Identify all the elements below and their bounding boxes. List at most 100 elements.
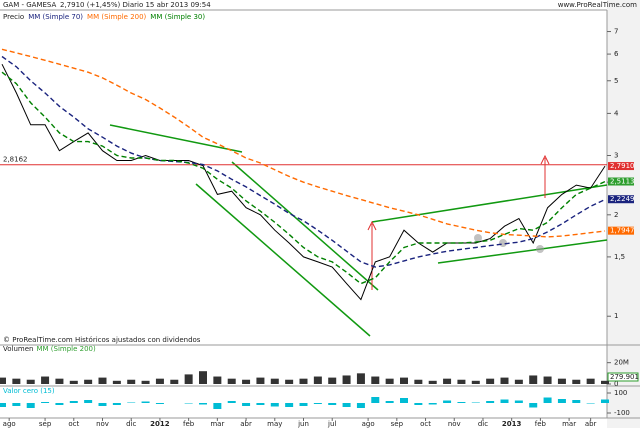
x-tick-label: feb xyxy=(535,420,547,428)
hline-label: 2,8162 xyxy=(3,156,28,164)
price-label: 2,2249 xyxy=(610,195,635,203)
volume-bar xyxy=(529,375,538,384)
volume-bar xyxy=(443,378,452,384)
oscillator-bar xyxy=(313,403,322,404)
y-tick-label: 100 xyxy=(614,389,627,397)
oscillator-bar xyxy=(356,403,365,408)
y-tick-label: 4 xyxy=(614,109,619,117)
legend-entry: MM (Simple 30) xyxy=(150,13,205,21)
panel-subtitle: MM (Simple 200) xyxy=(36,345,96,353)
y-tick-label: 0 xyxy=(614,380,618,388)
oscillator-bar xyxy=(385,401,394,403)
volume-bar xyxy=(514,379,523,384)
oscillator-bar xyxy=(84,400,93,403)
ma-label: 279.901 xyxy=(610,373,639,381)
legend-entry: MM (Simple 70) xyxy=(28,13,83,21)
x-tick-label: dic xyxy=(126,420,136,428)
oscillator-bar xyxy=(213,403,222,409)
volume-bar xyxy=(84,379,93,384)
volume-bar xyxy=(184,374,193,384)
oscillator-bar xyxy=(572,400,581,403)
x-tick-label: jun xyxy=(297,420,309,428)
oscillator-bar xyxy=(155,403,164,404)
panel-title: Volumen xyxy=(3,345,33,353)
volume-bar xyxy=(557,378,566,384)
volume-bar xyxy=(500,377,509,384)
oscillator-bar xyxy=(69,401,78,403)
oscillator-bar xyxy=(199,403,207,405)
volume-bar xyxy=(342,375,351,384)
oscillator-bar xyxy=(41,402,50,403)
legend-entry: MM (Simple 200) xyxy=(87,13,147,21)
panel-title: Valor cero (15) xyxy=(3,387,55,395)
price-label: 1,7947 xyxy=(610,227,635,235)
volume-bar xyxy=(414,379,423,384)
volume-bar xyxy=(543,376,552,384)
source: www.ProRealTime.com xyxy=(558,1,637,9)
oscillator-bar xyxy=(285,403,294,407)
volume-bar xyxy=(601,380,609,384)
volume-bar xyxy=(400,377,408,384)
oscillator-bar xyxy=(299,403,308,406)
oscillator-bar xyxy=(529,403,538,408)
x-tick-label: feb xyxy=(183,420,195,428)
x-tick-label: ago xyxy=(362,420,375,428)
oscillator-bar xyxy=(127,402,136,403)
oscillator-bar xyxy=(371,397,380,403)
volume-bar xyxy=(199,371,207,384)
volume-bar xyxy=(170,379,179,384)
markers xyxy=(474,234,544,253)
volume-bar xyxy=(457,379,466,384)
y-tick-label: -100 xyxy=(614,409,630,417)
y-tick-label: 6 xyxy=(614,50,619,58)
y-tick-label: 7 xyxy=(614,28,618,36)
moving-average xyxy=(1,71,606,285)
price-label: 2,7910 xyxy=(610,162,635,170)
oscillator-bar xyxy=(557,399,566,403)
x-tick-label: sep xyxy=(39,420,52,428)
legend-entry: Precio xyxy=(3,13,24,21)
x-tick-label: 2012 xyxy=(150,420,170,428)
y-tick-label: 1,5 xyxy=(614,253,625,261)
volume-bar xyxy=(141,380,150,384)
oscillator-bar xyxy=(400,398,408,403)
volume-bar xyxy=(356,373,365,384)
volume-bar xyxy=(428,380,437,384)
y-tick-label: 5 xyxy=(614,77,618,85)
oscillator-bar xyxy=(428,403,437,405)
oscillator-bar xyxy=(26,403,35,408)
price-label-box xyxy=(608,177,634,186)
volume-bar xyxy=(69,380,78,384)
oscillator-bar xyxy=(242,403,251,406)
trend-lines xyxy=(109,124,608,337)
y-tick-label: 20M xyxy=(614,359,629,367)
price-label-box xyxy=(608,195,634,204)
moving-average xyxy=(1,55,606,268)
x-tick-label: mar xyxy=(210,420,224,428)
volume-bar xyxy=(471,380,480,384)
x-tick-label: ago xyxy=(3,420,16,428)
oscillator-bar xyxy=(256,403,265,405)
price-line xyxy=(1,63,606,301)
volume-bar xyxy=(98,377,107,384)
oscillator-bar xyxy=(471,402,480,403)
oscillator-bar xyxy=(486,401,495,403)
x-tick-label: may xyxy=(267,420,282,428)
volume-bar xyxy=(213,376,222,384)
title: GAM - GAMESA xyxy=(3,1,56,9)
oscillator-bar xyxy=(12,403,21,406)
volume-bar xyxy=(12,378,21,384)
oscillator-bar xyxy=(227,401,236,403)
oscillator-bar xyxy=(328,403,337,405)
volume-bar xyxy=(328,377,337,384)
volume-bar xyxy=(55,378,64,384)
oscillator-bar xyxy=(443,400,452,403)
x-tick-label: sep xyxy=(391,420,404,428)
subtitle: 2,7910 (+1,45%) Diario 15 abr 2013 09:54 xyxy=(60,1,211,9)
volume-bar xyxy=(572,379,581,384)
oscillator-bar xyxy=(500,399,509,403)
oscillator-bar xyxy=(98,403,107,406)
oscillator-bar xyxy=(414,403,423,405)
oscillator-bar xyxy=(184,403,193,404)
